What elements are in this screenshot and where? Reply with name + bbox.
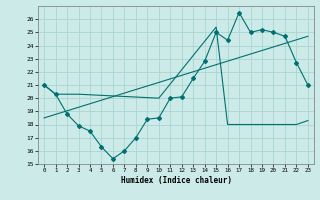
X-axis label: Humidex (Indice chaleur): Humidex (Indice chaleur)	[121, 176, 231, 185]
